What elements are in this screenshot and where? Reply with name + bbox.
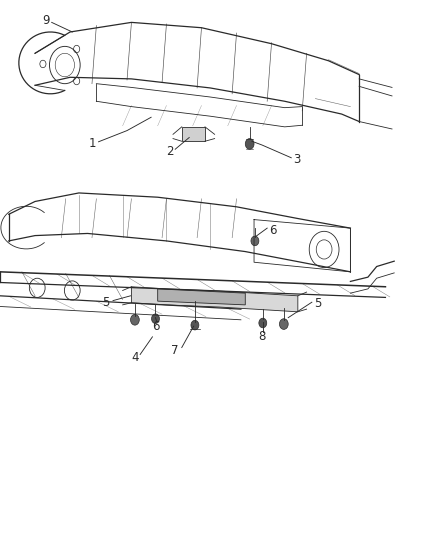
Text: 1: 1 bbox=[88, 138, 96, 150]
Text: 8: 8 bbox=[258, 330, 265, 343]
Polygon shape bbox=[131, 287, 298, 312]
Circle shape bbox=[152, 314, 159, 324]
Circle shape bbox=[279, 319, 288, 329]
Circle shape bbox=[191, 320, 199, 330]
Text: 7: 7 bbox=[170, 344, 178, 357]
Text: 6: 6 bbox=[268, 224, 276, 237]
Circle shape bbox=[245, 139, 254, 149]
Text: 2: 2 bbox=[166, 145, 174, 158]
Text: 6: 6 bbox=[152, 320, 159, 333]
Text: 9: 9 bbox=[42, 14, 50, 27]
Text: 5: 5 bbox=[314, 297, 321, 310]
Circle shape bbox=[131, 314, 139, 325]
Text: 5: 5 bbox=[102, 296, 110, 309]
Circle shape bbox=[259, 318, 267, 328]
Polygon shape bbox=[182, 127, 205, 141]
Circle shape bbox=[251, 236, 259, 246]
Polygon shape bbox=[158, 289, 245, 305]
Text: 4: 4 bbox=[131, 351, 139, 364]
Text: 3: 3 bbox=[293, 154, 300, 166]
